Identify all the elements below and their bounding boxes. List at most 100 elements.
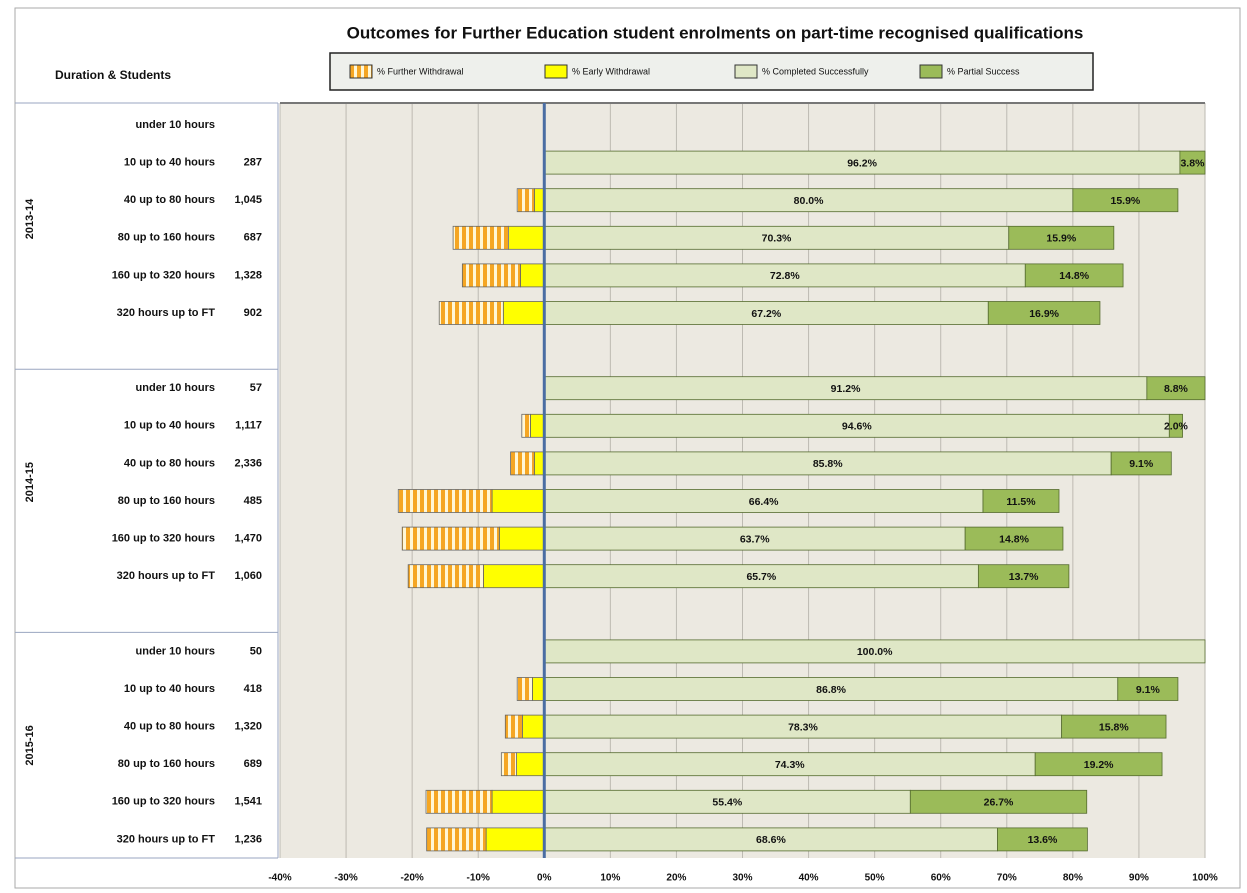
data-label: 9.1% xyxy=(1136,684,1161,696)
row-label: 40 up to 80 hours xyxy=(124,457,215,469)
data-label: 65.7% xyxy=(746,571,776,583)
x-tick-label: -20% xyxy=(400,873,423,884)
bar-segment xyxy=(1034,752,1163,777)
data-label: 14.8% xyxy=(999,533,1029,545)
bar-segment xyxy=(1168,413,1183,438)
bar-segment xyxy=(530,413,545,438)
data-label: 100.0% xyxy=(857,646,893,658)
bar-segment xyxy=(1061,714,1167,739)
x-tick-label: 100% xyxy=(1192,873,1218,884)
row-label: 10 up to 40 hours xyxy=(124,157,215,169)
data-label: 94.6% xyxy=(842,421,872,433)
data-label: 9.1% xyxy=(1129,458,1154,470)
bar-segment xyxy=(520,263,545,288)
data-label: 19.2% xyxy=(1084,759,1114,771)
student-count: 485 xyxy=(244,495,262,507)
row-label: under 10 hours xyxy=(136,645,215,657)
student-count: 1,470 xyxy=(234,533,262,545)
row-label: 320 hours up to FT xyxy=(117,833,216,845)
bar-segment xyxy=(483,564,545,589)
data-label: 70.3% xyxy=(762,233,792,245)
row-label: under 10 hours xyxy=(136,382,215,394)
x-tick-label: 0% xyxy=(537,873,552,884)
student-count: 1,060 xyxy=(234,570,262,582)
x-tick-label: 30% xyxy=(732,873,752,884)
bar-segment xyxy=(531,677,545,701)
bar-segment xyxy=(964,526,1064,551)
legend-swatch xyxy=(544,64,568,79)
row-label: 40 up to 80 hours xyxy=(124,194,215,206)
data-label: 68.6% xyxy=(756,834,786,846)
data-label: 13.6% xyxy=(1028,834,1058,846)
bar-segment xyxy=(426,827,487,852)
x-tick-label: 40% xyxy=(799,873,819,884)
data-label: 74.3% xyxy=(775,759,805,771)
student-count: 287 xyxy=(244,157,262,169)
data-label: 66.4% xyxy=(749,496,779,508)
data-label: 26.7% xyxy=(984,797,1014,809)
chart-title: Outcomes for Further Education student e… xyxy=(347,23,1084,42)
bar-segment xyxy=(521,413,531,438)
bar-segment xyxy=(504,714,523,739)
legend-swatch xyxy=(919,64,943,79)
row-label: under 10 hours xyxy=(136,119,215,131)
x-tick-label: 80% xyxy=(1063,873,1083,884)
row-label: 160 up to 320 hours xyxy=(112,533,215,545)
bar-segment xyxy=(516,188,535,213)
student-count: 57 xyxy=(250,382,262,394)
data-label: 78.3% xyxy=(788,721,818,733)
bar-segment xyxy=(491,789,545,814)
bar-segment xyxy=(485,827,545,852)
bar-segment xyxy=(987,301,1101,325)
legend-label: % Partial Success xyxy=(947,66,1020,76)
bar-segment xyxy=(502,301,545,325)
student-count: 1,236 xyxy=(234,833,262,845)
frame xyxy=(14,7,1241,889)
bar-segment xyxy=(1179,150,1206,175)
student-count: 902 xyxy=(244,307,262,319)
data-label: 80.0% xyxy=(794,195,824,207)
student-count: 418 xyxy=(244,683,262,695)
bar-segment xyxy=(425,789,493,814)
student-count: 687 xyxy=(244,232,262,244)
x-tick-label: 70% xyxy=(997,873,1017,884)
data-label: 67.2% xyxy=(751,308,781,320)
row-label: 80 up to 160 hours xyxy=(118,758,215,770)
bar-segment xyxy=(438,301,504,325)
data-label: 85.8% xyxy=(813,458,843,470)
row-label: 10 up to 40 hours xyxy=(124,683,215,695)
bar-segment xyxy=(500,752,517,777)
data-label: 15.9% xyxy=(1046,233,1076,245)
bar-segment xyxy=(909,789,1088,814)
bar-segment xyxy=(452,225,510,250)
data-label: 55.4% xyxy=(712,797,742,809)
x-tick-label: -10% xyxy=(467,873,490,884)
data-label: 91.2% xyxy=(831,383,861,395)
data-label: 15.8% xyxy=(1099,721,1129,733)
bar-segment xyxy=(1072,188,1179,213)
bar-segment xyxy=(516,752,545,777)
x-tick-label: -30% xyxy=(334,873,357,884)
data-label: 72.8% xyxy=(770,270,800,282)
bar-segment xyxy=(997,827,1088,852)
bar-segment xyxy=(522,714,545,739)
data-label: 3.8% xyxy=(1180,157,1205,169)
x-tick-label: 50% xyxy=(865,873,885,884)
bar-segment xyxy=(510,451,535,476)
x-tick-label: -40% xyxy=(268,873,291,884)
student-count: 1,328 xyxy=(234,269,262,281)
row-label: 160 up to 320 hours xyxy=(112,796,215,808)
legend-label: % Early Withdrawal xyxy=(572,66,650,76)
student-count: 1,320 xyxy=(234,721,262,733)
bar-segment xyxy=(407,564,484,589)
data-label: 2.0% xyxy=(1164,421,1189,433)
bar-segment xyxy=(491,489,545,513)
student-count: 1,117 xyxy=(235,420,262,432)
data-label: 11.5% xyxy=(1006,496,1036,508)
row-label: 10 up to 40 hours xyxy=(124,420,215,432)
x-tick-label: 60% xyxy=(931,873,951,884)
student-count: 1,045 xyxy=(234,194,262,206)
row-header: Duration & Students xyxy=(55,68,171,82)
bar-segment xyxy=(1117,677,1179,701)
row-label: 160 up to 320 hours xyxy=(112,269,215,281)
